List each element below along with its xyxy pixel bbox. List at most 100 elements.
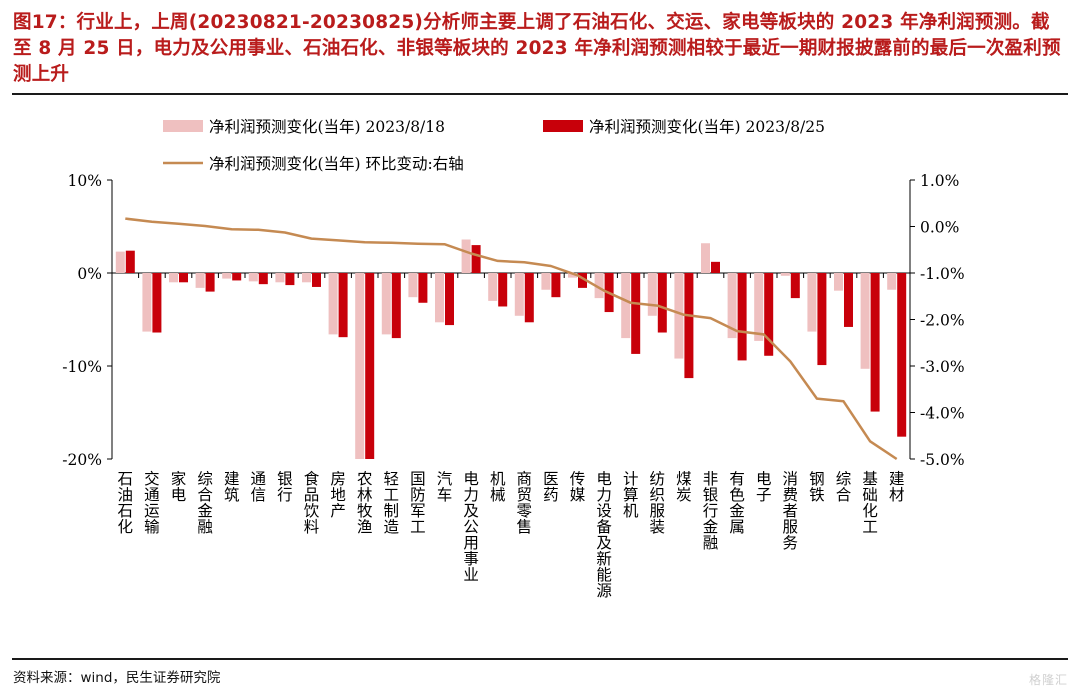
x-tick-label: 国防军工 (410, 470, 426, 536)
bar-2023-08-25 (844, 273, 853, 327)
bar-2023-08-25 (445, 273, 454, 326)
bar-2023-08-25 (657, 273, 667, 333)
x-tick-label: 银行 (277, 470, 293, 504)
y-right-tick-label: -4.0% (920, 405, 965, 423)
bar-2023-08-18 (328, 273, 338, 335)
line-series (125, 217, 898, 461)
bar-2023-08-18 (115, 251, 125, 273)
legend-label: 净利润预测变化(当年) 环比变动:右轴 (209, 155, 464, 173)
bar-2023-08-25 (418, 273, 428, 303)
bar-2023-08-25 (471, 245, 481, 273)
bar-2023-08-25 (711, 261, 720, 273)
watermark-logo: 格隆汇 (1028, 673, 1068, 687)
x-tick-label: 机械 (490, 470, 506, 504)
x-tick-label: 农林牧渔 (357, 470, 373, 536)
bar-2023-08-18 (408, 273, 418, 298)
bar-2023-08-25 (551, 273, 561, 298)
y-right-tick-label: -3.0% (920, 358, 965, 376)
bar-2023-08-25 (684, 273, 694, 379)
bar-2023-08-25 (258, 273, 268, 285)
bar-2023-08-18 (647, 273, 657, 316)
bar-2023-08-25 (205, 273, 215, 292)
bar-2023-08-25 (524, 273, 534, 323)
bar-2023-08-25 (764, 273, 774, 356)
x-tick-label: 石油石化 (118, 470, 134, 536)
x-tick-label: 食品饮料 (304, 470, 320, 536)
bar-2023-08-25 (338, 273, 348, 338)
y-left-tick-label: -20% (62, 451, 102, 469)
axes: 10% 0% -10% -20% 1.0% 0.0% -1.0% -2.0% -3.0% -4.0… (62, 172, 964, 469)
x-tick-label: 有色金属 (729, 470, 745, 536)
bar-2023-08-18 (195, 273, 205, 288)
x-tick-label: 房地产 (330, 470, 346, 520)
legend-label: 净利润预测变化(当年) 2023/8/18 (209, 118, 445, 136)
bar-2023-08-18 (355, 273, 365, 459)
y-right-tick-label: -2.0% (920, 312, 965, 330)
y-left-tick-label: 0% (77, 265, 102, 283)
x-tick-label: 汽车 (437, 470, 453, 504)
bar-2023-08-18 (754, 273, 764, 341)
bar-2023-08-18 (780, 273, 790, 276)
bar-2023-08-25 (365, 273, 375, 459)
y-right-tick-label: -5.0% (920, 451, 965, 469)
legend: 净利润预测变化(当年) 2023/8/18 净利润预测变化(当年) 2023/8/… (163, 118, 825, 173)
bar-2023-08-25 (391, 273, 401, 339)
bar-2023-08-18 (302, 273, 311, 283)
x-tick-label: 商贸零售 (517, 470, 533, 536)
bar-2023-08-18 (727, 273, 737, 339)
bar-2023-08-25 (790, 273, 800, 299)
bar-2023-08-18 (701, 243, 710, 273)
bar-2023-08-25 (312, 273, 321, 287)
x-tick-label: 消费者服务 (783, 470, 799, 552)
x-tick-label: 传媒 (570, 470, 586, 504)
x-tick-label: 电力设备及新能源 (596, 470, 612, 600)
x-tick-label: 医药 (543, 470, 559, 504)
x-tick-label: 综合 (836, 470, 852, 504)
x-tick-label: 轻工制造 (384, 470, 400, 536)
bar-2023-08-18 (248, 273, 258, 282)
bar-2023-08-18 (381, 273, 391, 335)
bar-2023-08-25 (737, 273, 747, 361)
bar-2023-08-25 (152, 273, 162, 333)
bar-2023-08-18 (142, 273, 152, 332)
bar-2023-08-18 (435, 273, 444, 323)
x-tick-label: 建材 (889, 470, 905, 504)
x-tick-label: 电力及公用事业 (463, 470, 479, 584)
bar-2023-08-18 (887, 273, 897, 290)
bar-2023-08-18 (860, 273, 870, 369)
chart-title: 图17：行业上，上周(20230821-20230825)分析师主要上调了石油石… (13, 12, 1061, 85)
y-right-tick-label: -1.0% (920, 265, 965, 283)
bars (115, 239, 907, 459)
legend-swatch (543, 120, 583, 132)
x-tick-label: 基础化工 (862, 470, 878, 536)
bar-2023-08-18 (674, 273, 684, 359)
legend-swatch (163, 120, 203, 132)
bar-2023-08-25 (285, 273, 295, 286)
x-tick-label: 纺织服装 (650, 470, 666, 536)
y-right-tick-label: 0.0% (920, 219, 959, 237)
bar-2023-08-18 (834, 273, 843, 291)
x-tick-label: 煤炭 (676, 470, 692, 504)
bar-2023-08-25 (870, 273, 880, 412)
bar-2023-08-25 (897, 273, 907, 437)
x-tick-label: 钢铁 (809, 470, 825, 504)
bar-2023-08-25 (179, 273, 188, 283)
bar-2023-08-25 (578, 273, 587, 288)
bar-2023-08-18 (275, 273, 285, 283)
bar-2023-08-18 (488, 273, 498, 301)
bar-2023-08-25 (817, 273, 827, 366)
legend-label: 净利润预测变化(当年) 2023/8/25 (589, 118, 825, 136)
x-tick-label: 通信 (251, 470, 267, 504)
x-tick-label: 交通运输 (144, 470, 160, 536)
y-left-tick-label: 10% (68, 172, 102, 190)
footer-divider (12, 658, 1068, 660)
x-axis-labels: 石油石化交通运输家电综合金融建筑通信银行食品饮料房地产农林牧渔轻工制造国防军工汽… (118, 470, 905, 600)
bar-2023-08-18 (568, 273, 577, 278)
bar-2023-08-18 (541, 273, 551, 290)
bar-2023-08-18 (594, 273, 604, 299)
source-note: 资料来源：wind，民生证券研究院 (13, 670, 221, 686)
bar-2023-08-25 (498, 273, 508, 307)
x-tick-label: 电子 (756, 470, 772, 504)
x-tick-label: 非银行金融 (703, 470, 719, 552)
bar-2023-08-25 (631, 273, 641, 354)
